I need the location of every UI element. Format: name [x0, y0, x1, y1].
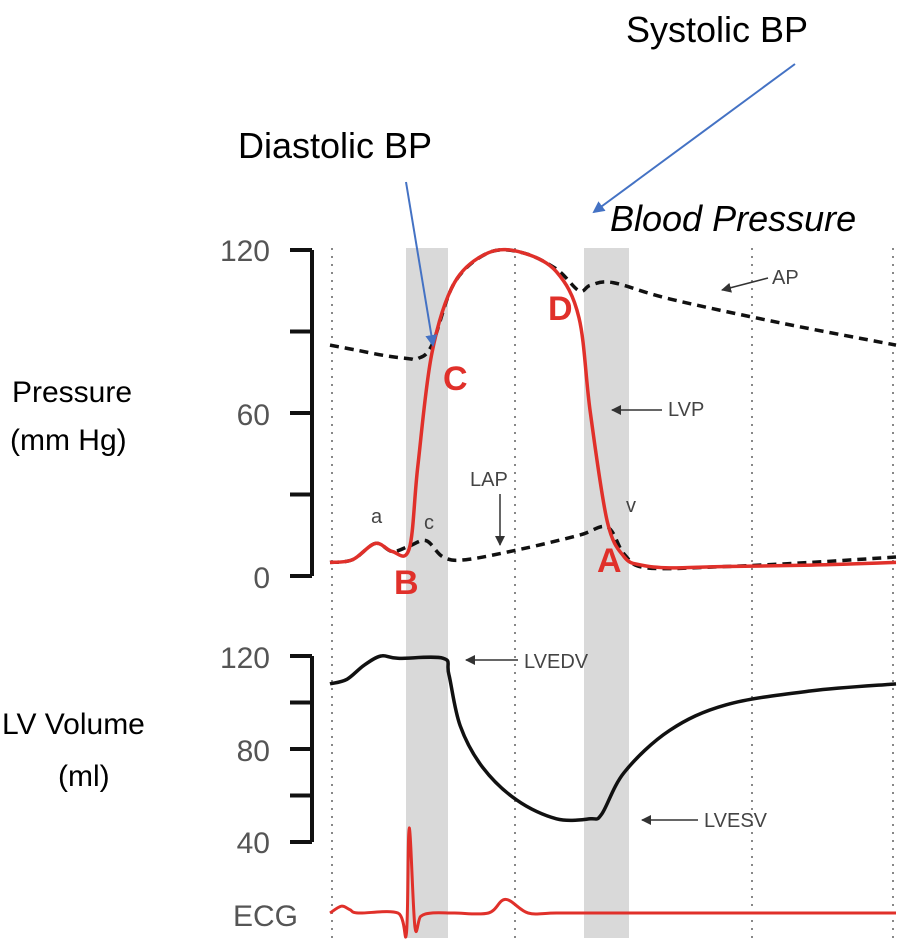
ecg-label: ECG [233, 900, 298, 933]
arrow-systolic [592, 63, 796, 214]
series-ap [329, 248, 897, 362]
label-a: a [371, 506, 383, 528]
label-AP: AP [772, 267, 799, 289]
pressure-ylabel-line1: Pressure [12, 376, 132, 409]
axis-tick-marks [290, 248, 312, 844]
annotation-systolic-bp: Systolic BP [626, 9, 808, 50]
label-LAP: LAP [470, 469, 508, 491]
label-v: v [626, 495, 636, 517]
volume-tick-40: 40 [237, 827, 270, 860]
pressure-ylabel-line2: (mm Hg) [10, 424, 127, 457]
label-c: c [424, 512, 434, 534]
series-ecg [329, 826, 896, 939]
annotation-blood-pressure: Blood Pressure [610, 198, 856, 239]
volume-tick-120: 120 [220, 642, 270, 675]
shade-band-contraction [406, 248, 448, 938]
point-label-A: A [597, 542, 622, 580]
volume-ylabel-line1: LV Volume [2, 708, 145, 741]
pressure-tick-0: 0 [253, 562, 270, 595]
pressure-tick-60: 60 [237, 399, 270, 432]
point-label-B: B [394, 564, 419, 602]
annotation-diastolic-bp: Diastolic BP [238, 125, 432, 166]
point-label-D: D [548, 290, 573, 328]
volume-ylabel-line2: (ml) [58, 760, 110, 793]
series-lv-volume [329, 653, 897, 823]
label-LVP: LVP [668, 399, 704, 421]
series-layer [329, 247, 897, 939]
arrow-AP [721, 277, 769, 293]
point-label-C: C [443, 360, 468, 398]
vertical-gridlines [331, 248, 894, 938]
shade-band-relaxation [584, 248, 629, 938]
series-lvp [329, 247, 897, 570]
volume-tick-80: 80 [237, 735, 270, 768]
arrow-diastolic [405, 181, 438, 347]
pressure-tick-120: 120 [220, 235, 270, 268]
label-LVEDV: LVEDV [524, 651, 589, 673]
label-LVESV: LVESV [704, 810, 768, 832]
